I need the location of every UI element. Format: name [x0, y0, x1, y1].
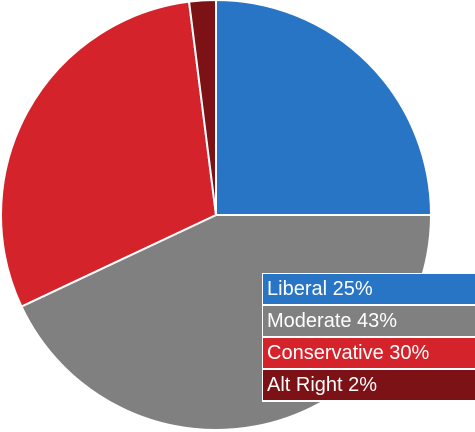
legend-item-alt-right: Alt Right 2%	[263, 370, 475, 402]
legend: Liberal 25% Moderate 43% Conservative 30…	[262, 273, 475, 402]
slice-liberal	[215, 0, 433, 216]
legend-item-liberal: Liberal 25%	[263, 274, 475, 306]
slice-alt-right	[187, 0, 217, 216]
legend-item-conservative: Conservative 30%	[263, 338, 475, 370]
slice-conservative	[0, 0, 218, 308]
legend-item-moderate: Moderate 43%	[263, 306, 475, 338]
